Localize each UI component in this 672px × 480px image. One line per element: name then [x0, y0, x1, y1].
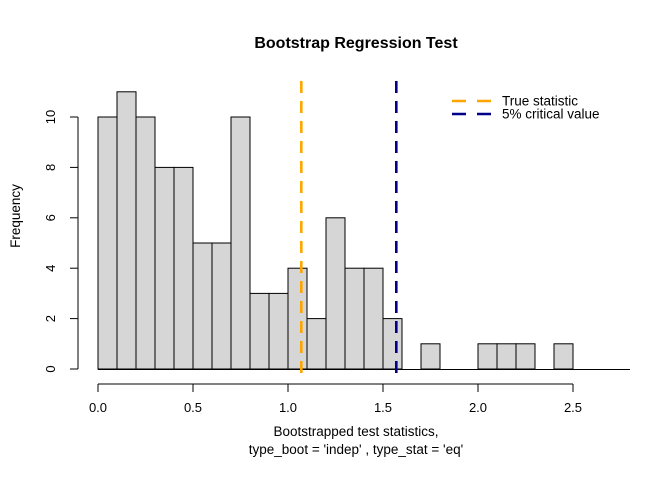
histogram-bar	[477, 343, 498, 370]
x-tick-label: 2.5	[564, 400, 582, 415]
histogram-bar	[382, 318, 403, 370]
y-tick-label: 8	[43, 164, 58, 171]
histogram-bar	[553, 343, 574, 370]
histogram-bar	[268, 292, 289, 370]
histogram-bar	[154, 166, 175, 370]
x-tick-label: 1.0	[279, 400, 297, 415]
legend-label-true-statistic: True statistic	[502, 94, 578, 109]
histogram-bar	[192, 242, 213, 370]
histogram-bar	[287, 267, 308, 370]
histogram-bar	[306, 318, 327, 370]
histogram-bar	[325, 217, 346, 370]
histogram-bar	[97, 116, 118, 370]
histogram-bar	[135, 116, 156, 370]
histogram-bar	[363, 267, 384, 370]
histogram-bar	[420, 343, 441, 370]
histogram-bar	[249, 292, 270, 370]
histogram-bar	[496, 343, 517, 370]
y-axis-label: Frequency	[8, 184, 23, 248]
histogram-bar	[344, 267, 365, 370]
x-tick-label: 2.0	[469, 400, 487, 415]
y-tick-label: 10	[43, 110, 58, 124]
histogram-bar	[211, 242, 232, 370]
y-tick-label: 6	[43, 214, 58, 221]
x-tick-label: 0.5	[184, 400, 202, 415]
chart-title: Bootstrap Regression Test	[254, 35, 458, 52]
histogram-bar	[230, 116, 251, 370]
y-tick-label: 4	[43, 265, 58, 272]
histogram-bar	[515, 343, 536, 370]
chart-plot-area: 0.0 0.5 1.0 1.5 2.0 2.5 0 2 4 6 8 10	[43, 81, 630, 415]
y-tick-label: 0	[43, 365, 58, 372]
x-axis-label-line2: type_boot = 'indep' , type_stat = 'eq'	[249, 442, 463, 457]
x-tick-label: 1.5	[374, 400, 392, 415]
x-tick-label: 0.0	[89, 400, 107, 415]
x-axis-label-line1: Bootstrapped test statistics,	[273, 424, 438, 439]
legend-label-critical-value: 5% critical value	[502, 107, 600, 122]
histogram-bar	[173, 166, 194, 370]
histogram-bar	[116, 91, 137, 370]
y-tick-label: 2	[43, 315, 58, 322]
